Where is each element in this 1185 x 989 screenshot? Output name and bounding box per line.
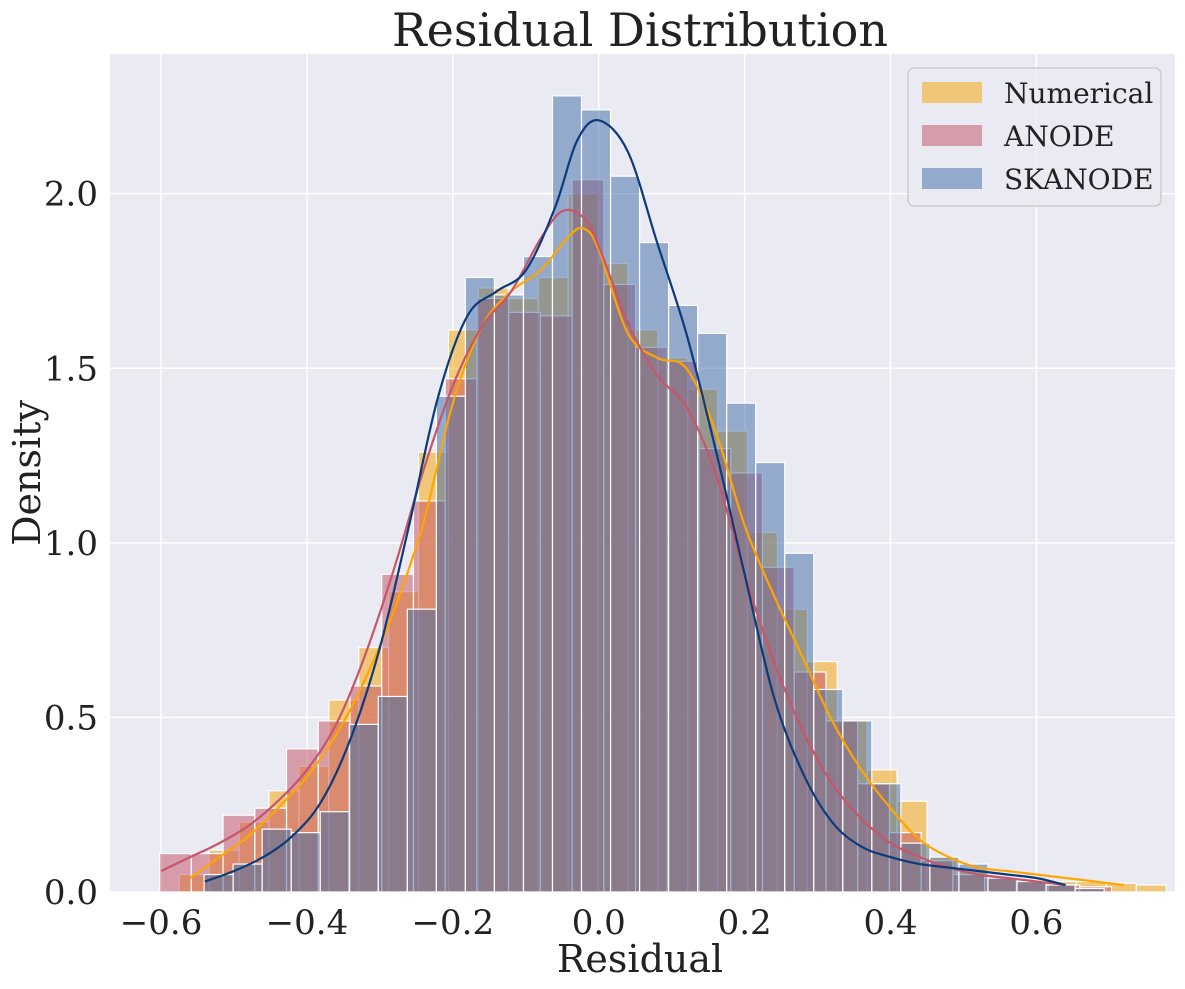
histogram-bar: [290, 832, 321, 893]
x-tick-label: 0.4: [863, 903, 917, 943]
histogram-bar: [871, 783, 902, 893]
histogram-bar: [348, 723, 379, 893]
histogram-bar: [1074, 887, 1105, 893]
x-axis-label: Residual: [557, 937, 723, 981]
histogram-bar: [493, 294, 525, 893]
legend: Numerical ANODE SKANODE: [907, 67, 1162, 207]
histogram-bar: [464, 276, 496, 893]
legend-swatch-skanode: [922, 168, 982, 189]
histogram-bar: [668, 304, 699, 893]
chart-title: Residual Distribution: [392, 3, 888, 57]
histogram-bar: [522, 255, 554, 893]
x-tick-label: −0.6: [120, 903, 203, 943]
histogram-bar: [638, 241, 670, 893]
y-tick-label: 0.5: [44, 698, 98, 738]
kde-line-anode: [160, 208, 1066, 887]
x-tick-label: 0.6: [1009, 903, 1063, 943]
histogram-bar: [580, 109, 612, 893]
y-tick-label: 0.0: [44, 873, 98, 913]
y-tick-label: 2.0: [44, 175, 98, 215]
legend-swatch-numerical: [922, 82, 982, 103]
x-tick-label: −0.4: [266, 903, 349, 943]
x-tick-label: −0.2: [412, 903, 495, 943]
histogram-bar: [377, 695, 408, 893]
bars-skanode: [203, 95, 1105, 893]
legend-label-anode: ANODE: [1003, 120, 1115, 153]
x-tick-label: 0.0: [572, 903, 626, 943]
histogram-bar: [987, 877, 1018, 893]
histogram-bar: [261, 828, 292, 893]
legend-label-skanode: SKANODE: [1004, 163, 1154, 196]
histogram-bar: [159, 852, 192, 893]
x-tick-label: 0.2: [718, 903, 772, 943]
histogram-bar: [435, 395, 466, 893]
kde-line-skanode: [204, 119, 1066, 887]
legend-swatch-anode: [922, 125, 982, 146]
y-axis-ticks: 0.0 0.5 1.0 1.5 2.0: [44, 175, 98, 913]
histogram-bar: [1045, 884, 1076, 893]
kde-line-numerical: [189, 226, 1125, 887]
y-tick-label: 1.0: [44, 524, 98, 564]
x-axis-ticks: −0.6 −0.4 −0.2 0.0 0.2 0.4 0.6: [120, 903, 1064, 943]
histogram-bar: [232, 863, 263, 893]
histogram-bars: [159, 95, 1167, 893]
histogram-bar: [1135, 884, 1167, 893]
histogram-bar: [609, 175, 641, 893]
kde-curves: [160, 119, 1125, 887]
y-axis-label: Density: [5, 400, 49, 546]
legend-label-numerical: Numerical: [1004, 77, 1153, 110]
histogram-bar: [319, 811, 350, 893]
histogram-bar: [726, 402, 757, 893]
y-tick-label: 1.5: [44, 349, 98, 389]
histogram-bar: [406, 608, 437, 893]
histogram-bar: [697, 332, 728, 893]
